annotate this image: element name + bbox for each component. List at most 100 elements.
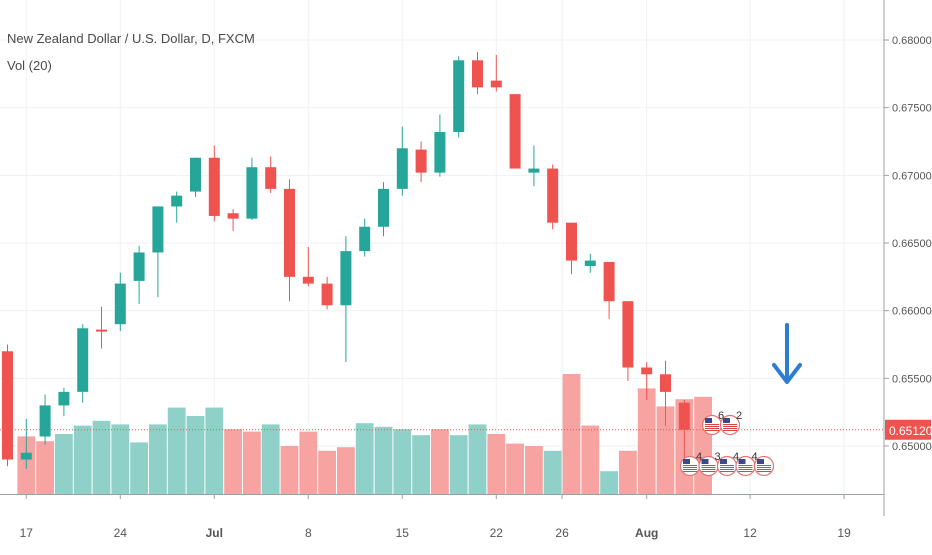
- candle-jul-5[interactable]: [284, 179, 295, 302]
- y-tick-label[interactable]: 0.68000: [892, 35, 932, 47]
- x-tick-label[interactable]: 8: [305, 526, 312, 540]
- arrow-head: [772, 363, 802, 384]
- candle-jun-28[interactable]: [190, 157, 201, 197]
- candle-jun-27[interactable]: [171, 191, 183, 223]
- volume-bar: [205, 407, 224, 494]
- down-arrow-icon: [772, 323, 802, 384]
- candle-jun-26[interactable]: [152, 206, 164, 298]
- x-tick-label[interactable]: 26: [555, 526, 569, 540]
- candle-jun-14[interactable]: [2, 344, 13, 467]
- candle-body: [396, 148, 408, 189]
- x-tick-label[interactable]: Aug: [635, 526, 658, 540]
- event-marker-bottom-3[interactable]: 4: [735, 451, 758, 477]
- price-badge-bg: [885, 419, 931, 440]
- x-tick-label[interactable]: 12: [743, 526, 757, 540]
- flag-stripe: [738, 465, 753, 466]
- candle-jul-15[interactable]: [396, 126, 408, 196]
- x-tick-label[interactable]: 22: [490, 526, 504, 540]
- candle-body: [490, 80, 502, 88]
- x-tick-label[interactable]: 24: [114, 526, 128, 540]
- candle-jul-22[interactable]: [490, 54, 502, 92]
- y-tick-label[interactable]: 0.66000: [892, 306, 932, 318]
- x-tick-label[interactable]: Jul: [206, 526, 223, 540]
- candle-aug-1[interactable]: [641, 362, 653, 400]
- flag-stripe: [738, 471, 753, 472]
- candle-body: [678, 402, 690, 430]
- current-price-badge[interactable]: 0.65120: [885, 419, 932, 440]
- flag-stripe: [757, 469, 771, 470]
- candle-jul-1[interactable]: [208, 145, 220, 222]
- x-tick-label[interactable]: 17: [20, 526, 34, 540]
- candle-jul-16[interactable]: [415, 141, 427, 183]
- candle-body: [227, 213, 239, 219]
- x-tick-label[interactable]: 19: [837, 526, 851, 540]
- candle-body: [566, 222, 577, 261]
- y-tick-label[interactable]: 0.65000: [892, 441, 932, 453]
- event-count-label: 6: [718, 410, 724, 422]
- candle-jul-19[interactable]: [472, 52, 483, 95]
- candle-jul-2[interactable]: [227, 209, 239, 231]
- candle-jul-3[interactable]: [246, 157, 258, 220]
- event-count-label: 4: [752, 451, 758, 463]
- candle-jul-23[interactable]: [509, 94, 521, 169]
- flag-stripe: [683, 467, 697, 468]
- candle-jun-19[interactable]: [58, 387, 70, 417]
- candle-layer[interactable]: [2, 52, 690, 470]
- candle-aug-5[interactable]: [678, 399, 690, 464]
- event-marker-bottom-2[interactable]: 4: [716, 451, 740, 477]
- event-marker-bottom-4[interactable]: [753, 455, 775, 477]
- y-tick-label[interactable]: 0.67500: [892, 103, 932, 115]
- flag-stripe: [738, 467, 753, 468]
- axis-layer[interactable]: 0.68000 0.67500 0.67000 0.66500 0.66000 0.655…: [0, 0, 932, 540]
- candle-jun-18[interactable]: [39, 394, 51, 445]
- event-marker-top-0[interactable]: 6: [701, 410, 725, 436]
- flag-stripe: [720, 469, 734, 470]
- candle-aug-2[interactable]: [660, 360, 671, 426]
- flag-stripe: [701, 465, 716, 466]
- event-count-label: 4: [696, 451, 702, 463]
- candle-jul-29[interactable]: [584, 253, 596, 273]
- volume-bar: [581, 425, 600, 494]
- event-marker-top-1[interactable]: 2: [719, 410, 743, 436]
- candle-body: [603, 261, 615, 302]
- volume-bar: [261, 424, 280, 494]
- x-tick-label[interactable]: 15: [396, 526, 410, 540]
- candle-jul-30[interactable]: [603, 261, 615, 319]
- candle-jul-26[interactable]: [566, 222, 577, 275]
- candle-jul-25[interactable]: [547, 164, 559, 230]
- candle-body: [58, 391, 70, 406]
- candle-jul-17[interactable]: [434, 114, 446, 177]
- candle-jul-4[interactable]: [265, 156, 277, 193]
- candle-body: [171, 195, 183, 207]
- candle-jul-8[interactable]: [302, 247, 314, 287]
- y-tick-label[interactable]: 0.65500: [892, 373, 932, 385]
- marker-layer[interactable]: 6 24 3 4 4: [679, 410, 775, 477]
- candle-jun-21[interactable]: [96, 306, 107, 349]
- candle-jul-10[interactable]: [340, 236, 352, 363]
- candle-jul-12[interactable]: [378, 182, 389, 237]
- volume-bar: [186, 416, 205, 494]
- candle-jun-17[interactable]: [20, 418, 32, 470]
- y-tick-label[interactable]: 0.66500: [892, 238, 932, 250]
- candle-jun-24[interactable]: [114, 272, 126, 331]
- volume-bar: [224, 429, 242, 494]
- chart-legend: New Zealand Dollar / U.S. Dollar, D, FXC…: [7, 25, 255, 79]
- candle-jun-25[interactable]: [133, 245, 145, 304]
- candle-jul-11[interactable]: [359, 218, 371, 257]
- y-tick-label[interactable]: 0.67000: [892, 170, 932, 182]
- flag-stripe: [705, 424, 719, 425]
- flag-canton: [720, 459, 727, 464]
- candle-body: [340, 251, 352, 306]
- candle-jul-24[interactable]: [528, 145, 540, 187]
- candle-body: [660, 374, 671, 392]
- volume-indicator-label[interactable]: Vol (20): [7, 58, 52, 73]
- candle-body: [584, 260, 596, 267]
- candle-jul-31[interactable]: [622, 301, 634, 382]
- flag-stripe: [705, 428, 719, 429]
- chart-title[interactable]: New Zealand Dollar / U.S. Dollar, D, FXC…: [7, 31, 255, 46]
- candle-jun-20[interactable]: [77, 324, 89, 403]
- candle-jul-9[interactable]: [321, 276, 333, 310]
- candle-jul-18[interactable]: [453, 56, 465, 138]
